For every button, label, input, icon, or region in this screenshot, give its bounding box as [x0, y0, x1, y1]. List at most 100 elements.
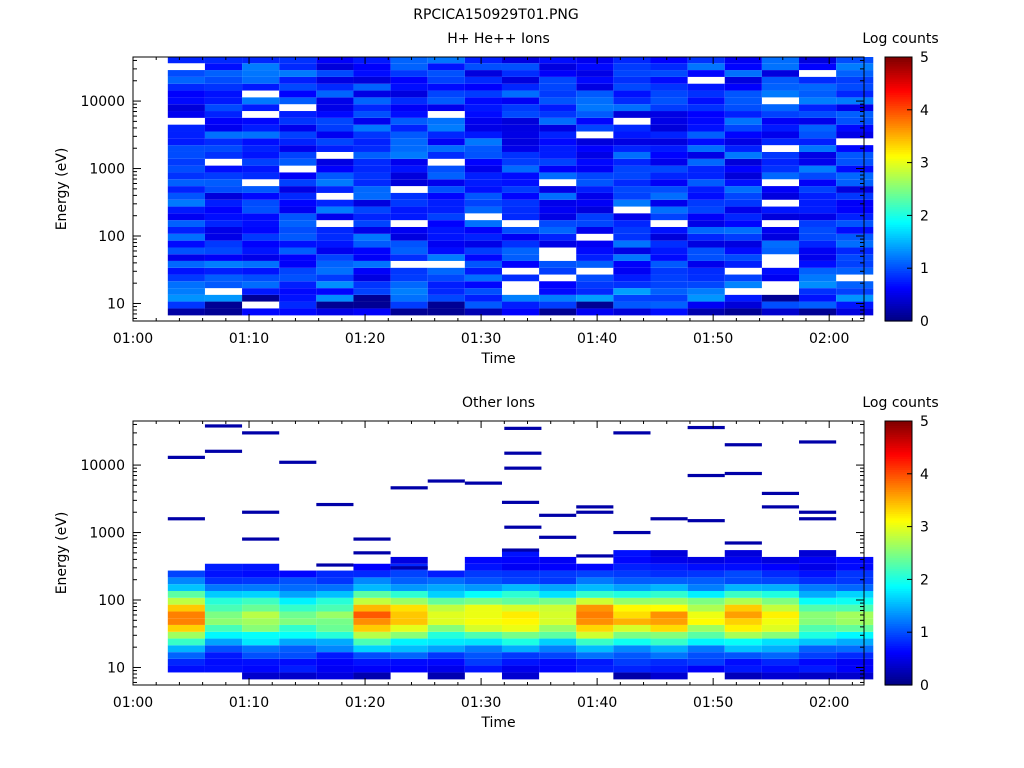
- heatmap-cell: [687, 199, 725, 207]
- colorbar-segment: [885, 579, 912, 583]
- heatmap-cell: [464, 240, 502, 248]
- colorbar-tick-label: 0: [920, 314, 929, 330]
- heatmap-cell: [539, 158, 577, 166]
- heatmap-cell: [613, 556, 651, 564]
- heatmap-cell: [687, 172, 725, 180]
- heatmap-cell: [539, 590, 577, 598]
- heatmap-cell: [576, 90, 614, 98]
- heatmap-cell: [427, 206, 465, 214]
- heatmap-cell: [724, 206, 762, 214]
- heatmap-cell: [687, 111, 725, 118]
- heatmap-cell: [724, 186, 762, 193]
- x-tick-label: 02:00: [809, 331, 849, 347]
- colorbar-segment: [885, 421, 912, 424]
- colorbar-segment: [885, 195, 912, 199]
- heatmap-cell: [316, 652, 354, 659]
- sparse-point: [687, 425, 725, 430]
- heatmap-cell: [204, 563, 243, 571]
- heatmap-cell: [836, 104, 874, 112]
- heatmap-cell: [464, 206, 502, 214]
- x-axis-label: Time: [480, 351, 515, 367]
- colorbar-segment: [885, 528, 912, 532]
- heatmap-cell: [427, 151, 465, 159]
- colorbar-segment: [885, 489, 912, 492]
- colorbar-segment: [885, 197, 912, 201]
- heatmap-cell: [576, 206, 614, 214]
- heatmap-cell: [724, 158, 762, 166]
- heatmap-cell: [204, 604, 243, 612]
- heatmap-cell: [316, 90, 354, 98]
- heatmap-cell: [316, 624, 354, 632]
- heatmap-cell: [501, 206, 540, 214]
- heatmap-cell: [836, 645, 874, 653]
- heatmap-cell: [687, 57, 725, 64]
- heatmap-cell: [204, 213, 243, 221]
- colorbar-segment: [885, 228, 912, 232]
- colorbar-segment: [885, 462, 912, 466]
- colorbar-segment: [885, 318, 912, 322]
- colorbar-segment: [885, 131, 912, 135]
- heatmap-cell: [464, 631, 502, 639]
- heatmap-cell: [316, 111, 354, 118]
- heatmap-cell: [501, 83, 540, 91]
- heatmap-cell: [167, 145, 205, 152]
- heatmap-cell: [613, 597, 651, 605]
- heatmap-cell: [242, 281, 280, 289]
- heatmap-cell: [242, 260, 280, 268]
- heatmap-cell: [501, 172, 540, 180]
- heatmap-cell: [687, 254, 725, 261]
- heatmap-cell: [390, 308, 428, 316]
- figure-title: RPCICA150929T01.PNG: [413, 7, 578, 23]
- heatmap-cell: [464, 604, 502, 612]
- colorbar-segment: [885, 147, 912, 150]
- colorbar-segment: [885, 557, 912, 561]
- heatmap-cell: [761, 158, 800, 166]
- heatmap-cell: [390, 604, 428, 612]
- heatmap-cell: [390, 618, 428, 625]
- heatmap-cell: [799, 233, 837, 241]
- heatmap-cell: [316, 247, 354, 255]
- heatmap-cell: [390, 165, 428, 173]
- heatmap-cell: [242, 652, 280, 659]
- sparse-point: [390, 566, 428, 570]
- heatmap-cell: [427, 83, 465, 91]
- heatmap-cell: [427, 597, 465, 605]
- heatmap-cell: [724, 254, 762, 261]
- heatmap-cell: [353, 247, 391, 255]
- colorbar-segment: [885, 140, 912, 144]
- colorbar-segment: [885, 577, 912, 580]
- heatmap-cell: [204, 638, 243, 646]
- colorbar-segment: [885, 619, 912, 622]
- heatmap-cell: [204, 240, 243, 248]
- heatmap-cell: [799, 226, 837, 234]
- heatmap-cell: [724, 165, 762, 173]
- colorbar-segment: [885, 548, 912, 552]
- heatmap-cell: [799, 638, 837, 646]
- sparse-point: [724, 541, 762, 545]
- heatmap-cell: [650, 604, 688, 612]
- heatmap-cell: [799, 213, 837, 221]
- heatmap-cell: [799, 172, 837, 180]
- colorbar-segment: [885, 616, 912, 620]
- heatmap-cell: [204, 624, 243, 632]
- heatmap-cell: [761, 192, 800, 200]
- heatmap-cell: [167, 254, 205, 261]
- heatmap-cell: [390, 247, 428, 255]
- heatmap-cell: [613, 158, 651, 166]
- heatmap-cell: [687, 645, 725, 653]
- heatmap-cell: [836, 240, 874, 248]
- heatmap-cell: [687, 138, 725, 146]
- colorbar-segment: [885, 65, 912, 69]
- heatmap-cell: [427, 192, 465, 200]
- heatmap-cell: [724, 597, 762, 605]
- colorbar-segment: [885, 445, 912, 448]
- heatmap-cell: [353, 584, 391, 591]
- heatmap-cell: [464, 611, 502, 619]
- colorbar-segment: [885, 208, 912, 212]
- heatmap-cell: [279, 90, 317, 98]
- heatmap-cell: [242, 63, 280, 71]
- heatmap-cell: [724, 665, 762, 673]
- heatmap-cell: [836, 226, 874, 234]
- heatmap-cell: [501, 151, 540, 159]
- heatmap-cell: [390, 90, 428, 98]
